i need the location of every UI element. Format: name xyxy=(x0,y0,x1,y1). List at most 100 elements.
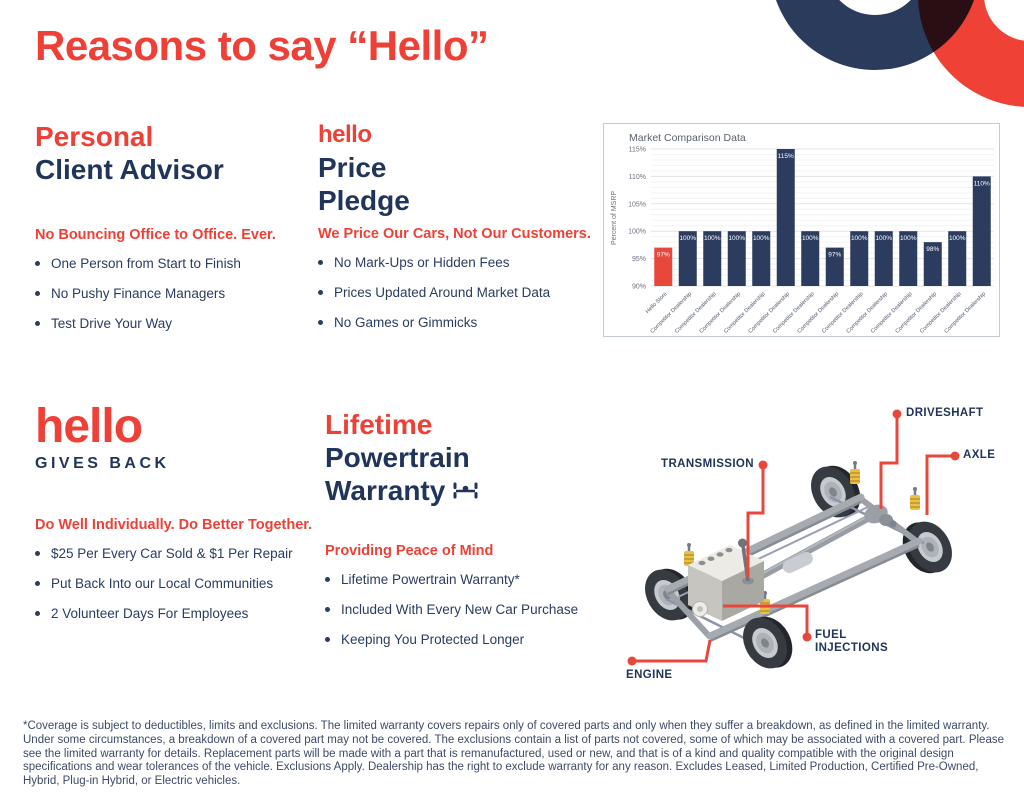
bullet-text: 2 Volunteer Days For Employees xyxy=(51,606,249,621)
x-tick-label: Competitor Dealership xyxy=(919,291,963,335)
bar-value-label: 100% xyxy=(875,235,892,242)
heading-line-2: Client Advisor xyxy=(35,154,224,185)
bullet-text: Prices Updated Around Market Data xyxy=(334,285,551,300)
bullet-item: Test Drive Your Way xyxy=(35,316,307,331)
section-price-pledge: hello Price Pledge We Price Our Cars, No… xyxy=(318,118,600,345)
chart-bar xyxy=(825,247,844,286)
y-tick-label: 105% xyxy=(628,201,646,208)
y-tick-label: 90% xyxy=(632,284,646,291)
bullet-dot xyxy=(318,320,323,325)
bullet-item: Prices Updated Around Market Data xyxy=(318,285,600,300)
bar-value-label: 100% xyxy=(728,235,745,242)
label-fuel-injections: FUEL INJECTIONS xyxy=(815,629,889,654)
label-driveshaft: DRIVESHAFT xyxy=(906,407,984,419)
heading-line-2: Powertrain xyxy=(325,442,470,473)
x-tick-label: Competitor Dealership xyxy=(944,291,988,335)
bullet-list: One Person from Start to Finish No Pushy … xyxy=(35,256,307,331)
x-tick-label: Competitor Dealership xyxy=(846,291,890,335)
bullet-item: No Pushy Finance Managers xyxy=(35,286,307,301)
car-chassis-illustration xyxy=(627,409,960,669)
bullet-text: No Games or Gimmicks xyxy=(334,315,478,330)
y-tick-label: 100% xyxy=(628,229,646,236)
wheel xyxy=(743,616,793,669)
right-frame-rail xyxy=(706,537,923,640)
bullet-item: Put Back Into our Local Communities xyxy=(35,576,323,591)
powertrain-icon xyxy=(453,482,478,499)
section-subheading: No Bouncing Office to Office. Ever. xyxy=(35,227,276,243)
x-tick-label: Hello Store xyxy=(645,291,669,315)
warranty-fine-print: *Coverage is subject to deductibles, lim… xyxy=(23,720,1004,788)
hello-logo-small: hello xyxy=(318,121,372,148)
bullet-dot xyxy=(318,290,323,295)
y-tick-label: 110% xyxy=(629,174,646,181)
bullet-text: Put Back Into our Local Communities xyxy=(51,576,274,591)
chart-bar xyxy=(752,231,771,286)
bar-value-label: 100% xyxy=(802,235,819,242)
bullet-dot xyxy=(35,551,40,556)
heading-line-1: Personal xyxy=(35,121,154,152)
bar-value-label: 100% xyxy=(679,235,696,242)
bullet-dot xyxy=(325,637,330,642)
section-personal-client-advisor: Personal Client Advisor No Bouncing Offi… xyxy=(35,120,307,346)
bullet-dot xyxy=(325,607,330,612)
bullet-text: Test Drive Your Way xyxy=(51,316,173,331)
bullet-item: One Person from Start to Finish xyxy=(35,256,307,271)
section-subheading: Do Well Individually. Do Better Together… xyxy=(35,517,313,533)
bullet-list: $25 Per Every Car Sold & $1 Per Repair Pu… xyxy=(35,546,323,621)
page-title: Reasons to say “Hello” xyxy=(35,22,489,69)
driveshaft-part xyxy=(752,511,878,583)
bar-value-label: 97% xyxy=(657,252,670,259)
x-tick-label: Competitor Dealership xyxy=(772,291,816,335)
chart-bar xyxy=(654,247,673,286)
bullet-dot xyxy=(35,581,40,586)
x-tick-label: Competitor Dealership xyxy=(870,291,914,335)
gives-back-wordmark: GIVES BACK xyxy=(35,455,170,472)
red-ring-shape xyxy=(918,0,1024,107)
section-heading: Lifetime Powertrain Warranty xyxy=(325,408,617,507)
hello-logo-large: hello xyxy=(35,400,143,453)
chart-bar xyxy=(874,231,893,286)
bullet-text: One Person from Start to Finish xyxy=(51,256,241,271)
chart-bar xyxy=(801,231,820,286)
bullet-text: Keeping You Protected Longer xyxy=(341,632,525,647)
chart-bar xyxy=(678,231,697,286)
callout-dots xyxy=(627,409,960,666)
section-heading: Price Pledge xyxy=(318,151,600,217)
bullet-dot xyxy=(35,291,40,296)
bullet-dot xyxy=(318,260,323,265)
bullet-dot xyxy=(35,261,40,266)
x-tick-label: Competitor Dealership xyxy=(895,291,939,335)
x-tick-label: Competitor Dealership xyxy=(748,291,792,335)
muffler-part xyxy=(782,552,813,574)
heading-line-3: Pledge xyxy=(318,185,410,216)
x-tick-label: Competitor Dealership xyxy=(650,291,694,335)
x-tick-label: Competitor Dealership xyxy=(723,291,767,335)
chart-title: Market Comparison Data xyxy=(629,132,746,144)
label-engine: ENGINE xyxy=(626,669,673,681)
bullet-text: Included With Every New Car Purchase xyxy=(341,602,579,617)
powertrain-diagram: DRIVESHAFT AXLE TRANSMISSION FUEL INJECT… xyxy=(618,393,1018,693)
callout-lines xyxy=(632,414,955,663)
chart-bar xyxy=(972,176,991,286)
chart-bar xyxy=(923,242,942,286)
chart-bar xyxy=(776,149,795,286)
differential-part xyxy=(864,504,897,528)
bar-value-label: 97% xyxy=(828,252,841,259)
bar-value-label: 98% xyxy=(926,246,939,253)
chart-bar xyxy=(703,231,722,286)
right-rail-shadow xyxy=(709,544,920,643)
bullet-dot xyxy=(35,321,40,326)
y-tick-label: 115% xyxy=(629,147,646,154)
bullet-item: $25 Per Every Car Sold & $1 Per Repair xyxy=(35,546,323,561)
section-heading: Personal Client Advisor xyxy=(35,120,307,186)
heading-line-3: Warranty xyxy=(325,475,446,506)
bullet-text: No Pushy Finance Managers xyxy=(51,286,226,301)
bar-value-label: 100% xyxy=(900,235,917,242)
bullet-item: Keeping You Protected Longer xyxy=(325,632,617,647)
section-hello-gives-back: hello GIVES BACK Do Well Individually. D… xyxy=(35,402,323,636)
heading-line-1: Lifetime xyxy=(325,409,433,440)
chart-bar xyxy=(850,231,869,286)
bullet-item: Included With Every New Car Purchase xyxy=(325,602,617,617)
section-subheading: Providing Peace of Mind xyxy=(325,543,494,559)
